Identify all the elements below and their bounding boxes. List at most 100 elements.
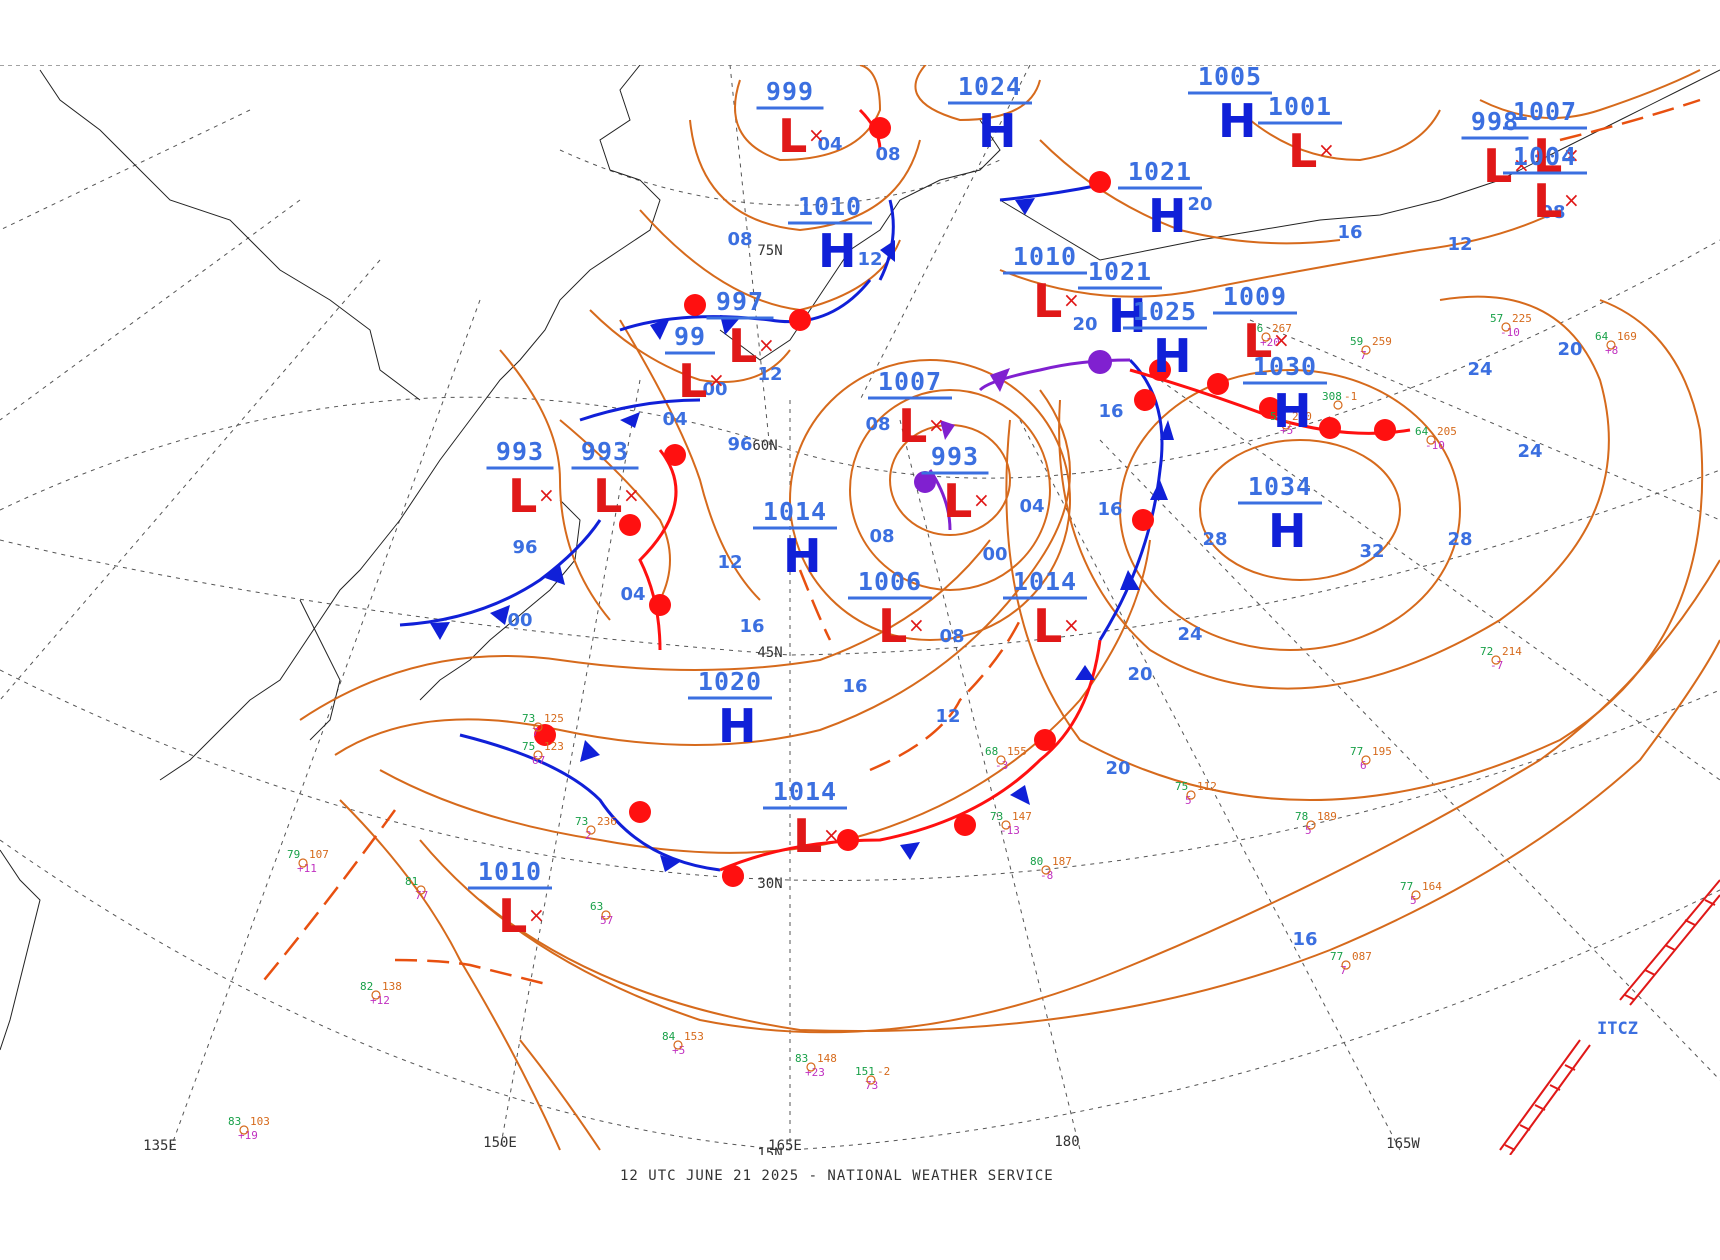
pressure-value: 1005 bbox=[1198, 62, 1262, 91]
station-plot: 82 138+12 bbox=[360, 980, 402, 1007]
isobar bbox=[999, 209, 1561, 298]
station-plot: 64 205-10 bbox=[1415, 425, 1457, 452]
station-temp: 308 bbox=[1322, 390, 1342, 403]
longitude-label: 180 bbox=[1054, 1134, 1079, 1150]
low-symbol: L bbox=[728, 319, 757, 373]
station-tendency: 5 bbox=[1185, 794, 1192, 807]
warm-front-bump bbox=[664, 444, 686, 466]
isobar bbox=[519, 1039, 601, 1151]
station-circle bbox=[1281, 420, 1291, 430]
station-circle bbox=[533, 750, 543, 760]
station-temp: 83 bbox=[795, 1052, 808, 1065]
station-temp: 63 bbox=[590, 900, 603, 913]
fronts bbox=[399, 108, 1411, 872]
high-symbol: H bbox=[818, 224, 857, 278]
geo-labels: 75N 60N 45N 30N 15N 135E 150E 165E 180 165W bbox=[143, 243, 1420, 1162]
station-temp: 55 bbox=[1270, 410, 1283, 423]
station-plot: 83 103+19 bbox=[228, 1115, 270, 1142]
station-circle bbox=[1361, 755, 1371, 765]
station-temp: 64 bbox=[1415, 425, 1429, 438]
low-pressure-center: 1009 L × bbox=[1213, 282, 1297, 368]
isobar-value: 12 bbox=[717, 552, 742, 573]
station-plot: 73 236 2 bbox=[575, 815, 617, 842]
itcz-hatch bbox=[1499, 879, 1720, 1155]
isobar-labels: 04 08081212040096081216161208040008162020… bbox=[507, 134, 1582, 950]
high-pressure-center: 1025 H bbox=[1123, 297, 1207, 383]
station-circle bbox=[1041, 865, 1051, 875]
troughs bbox=[259, 98, 1701, 987]
isobar-value: 16 bbox=[739, 616, 764, 637]
low-pressure-center: 993 L × bbox=[921, 442, 990, 528]
cold-front bbox=[399, 519, 602, 627]
isobar bbox=[334, 389, 1071, 756]
station-temp: 77 bbox=[1350, 745, 1363, 758]
pressure-value: 1009 bbox=[1223, 282, 1287, 311]
station-plot: 55 230+5 bbox=[1270, 410, 1312, 437]
station-tendency: 5 bbox=[1305, 824, 1312, 837]
station-plot: 151 -273 bbox=[855, 1065, 890, 1092]
pressure-value: 999 bbox=[766, 77, 814, 106]
station-circle bbox=[806, 1062, 816, 1072]
station-plot: 56 267+20 bbox=[1250, 322, 1292, 349]
low-center-mark: × bbox=[1513, 153, 1530, 177]
latitude-label: 75N bbox=[757, 243, 782, 259]
station-temp: 75 bbox=[522, 740, 535, 753]
cold-front-barb bbox=[430, 622, 450, 640]
warm-front-bump bbox=[684, 294, 706, 316]
station-tendency: +23 bbox=[805, 1066, 825, 1079]
station-pressure: 153 bbox=[684, 1030, 704, 1043]
station-circle bbox=[1361, 345, 1371, 355]
station-circle bbox=[1001, 820, 1011, 830]
isobar bbox=[559, 419, 671, 601]
station-pressure: 107 bbox=[309, 848, 329, 861]
isobar-value: 12 bbox=[857, 249, 882, 270]
station-temp: 80 bbox=[1030, 855, 1043, 868]
high-symbol: H bbox=[1268, 504, 1307, 558]
station-pressure: 112 bbox=[1197, 780, 1217, 793]
low-center-mark: × bbox=[528, 903, 545, 927]
isobar-value: 08 bbox=[939, 626, 964, 647]
station-plot: 77 195 6 bbox=[1350, 745, 1392, 772]
trough-line bbox=[259, 809, 397, 986]
station-pressure: 189 bbox=[1317, 810, 1337, 823]
warm-front-bump bbox=[1374, 419, 1396, 441]
station-tendency: 7 bbox=[1340, 964, 1347, 977]
warm-front-bump bbox=[954, 814, 976, 836]
lat-line-60n bbox=[0, 239, 1720, 511]
station-temp: 64 bbox=[1595, 330, 1609, 343]
pressure-value: 993 bbox=[496, 437, 544, 466]
isobar bbox=[639, 209, 901, 312]
isobar-value: 32 bbox=[1359, 541, 1384, 562]
longitude-label: 165E bbox=[768, 1138, 802, 1154]
low-pressure-center: 1001 L × bbox=[1258, 92, 1342, 178]
high-pressure-center: 1010 H bbox=[788, 192, 872, 278]
warm-front-bump bbox=[534, 724, 556, 746]
station-tendency: 7 bbox=[1360, 349, 1367, 362]
warm-front-bump bbox=[789, 309, 811, 331]
pressure-value: 1020 bbox=[698, 667, 762, 696]
station-plot: 84 153+5 bbox=[662, 1030, 704, 1057]
station-plot: 68 155-3 bbox=[985, 745, 1027, 772]
warm-front-bump bbox=[1149, 359, 1171, 381]
station-plot: 72 214-7 bbox=[1480, 645, 1522, 672]
station-tendency: 7 bbox=[532, 726, 539, 739]
cold-front-barb bbox=[660, 855, 680, 872]
isobar bbox=[1479, 69, 1701, 119]
warm-front-bump bbox=[837, 829, 859, 851]
station-plot: 80 187-8 bbox=[1030, 855, 1072, 882]
pressure-value: 1014 bbox=[763, 497, 827, 526]
cold-front-barb bbox=[900, 842, 920, 860]
station-temp: 83 bbox=[228, 1115, 241, 1128]
pressure-value: 1010 bbox=[478, 857, 542, 886]
station-tendency: 6 bbox=[1360, 759, 1367, 772]
latitude-label: 15N bbox=[757, 1146, 782, 1162]
isobar-value: 04 bbox=[620, 584, 645, 605]
station-circle bbox=[298, 858, 308, 868]
station-pressure: 123 bbox=[544, 740, 564, 753]
station-pressure: 195 bbox=[1372, 745, 1392, 758]
cold-front-barb bbox=[1015, 198, 1035, 215]
cold-front bbox=[619, 279, 872, 332]
